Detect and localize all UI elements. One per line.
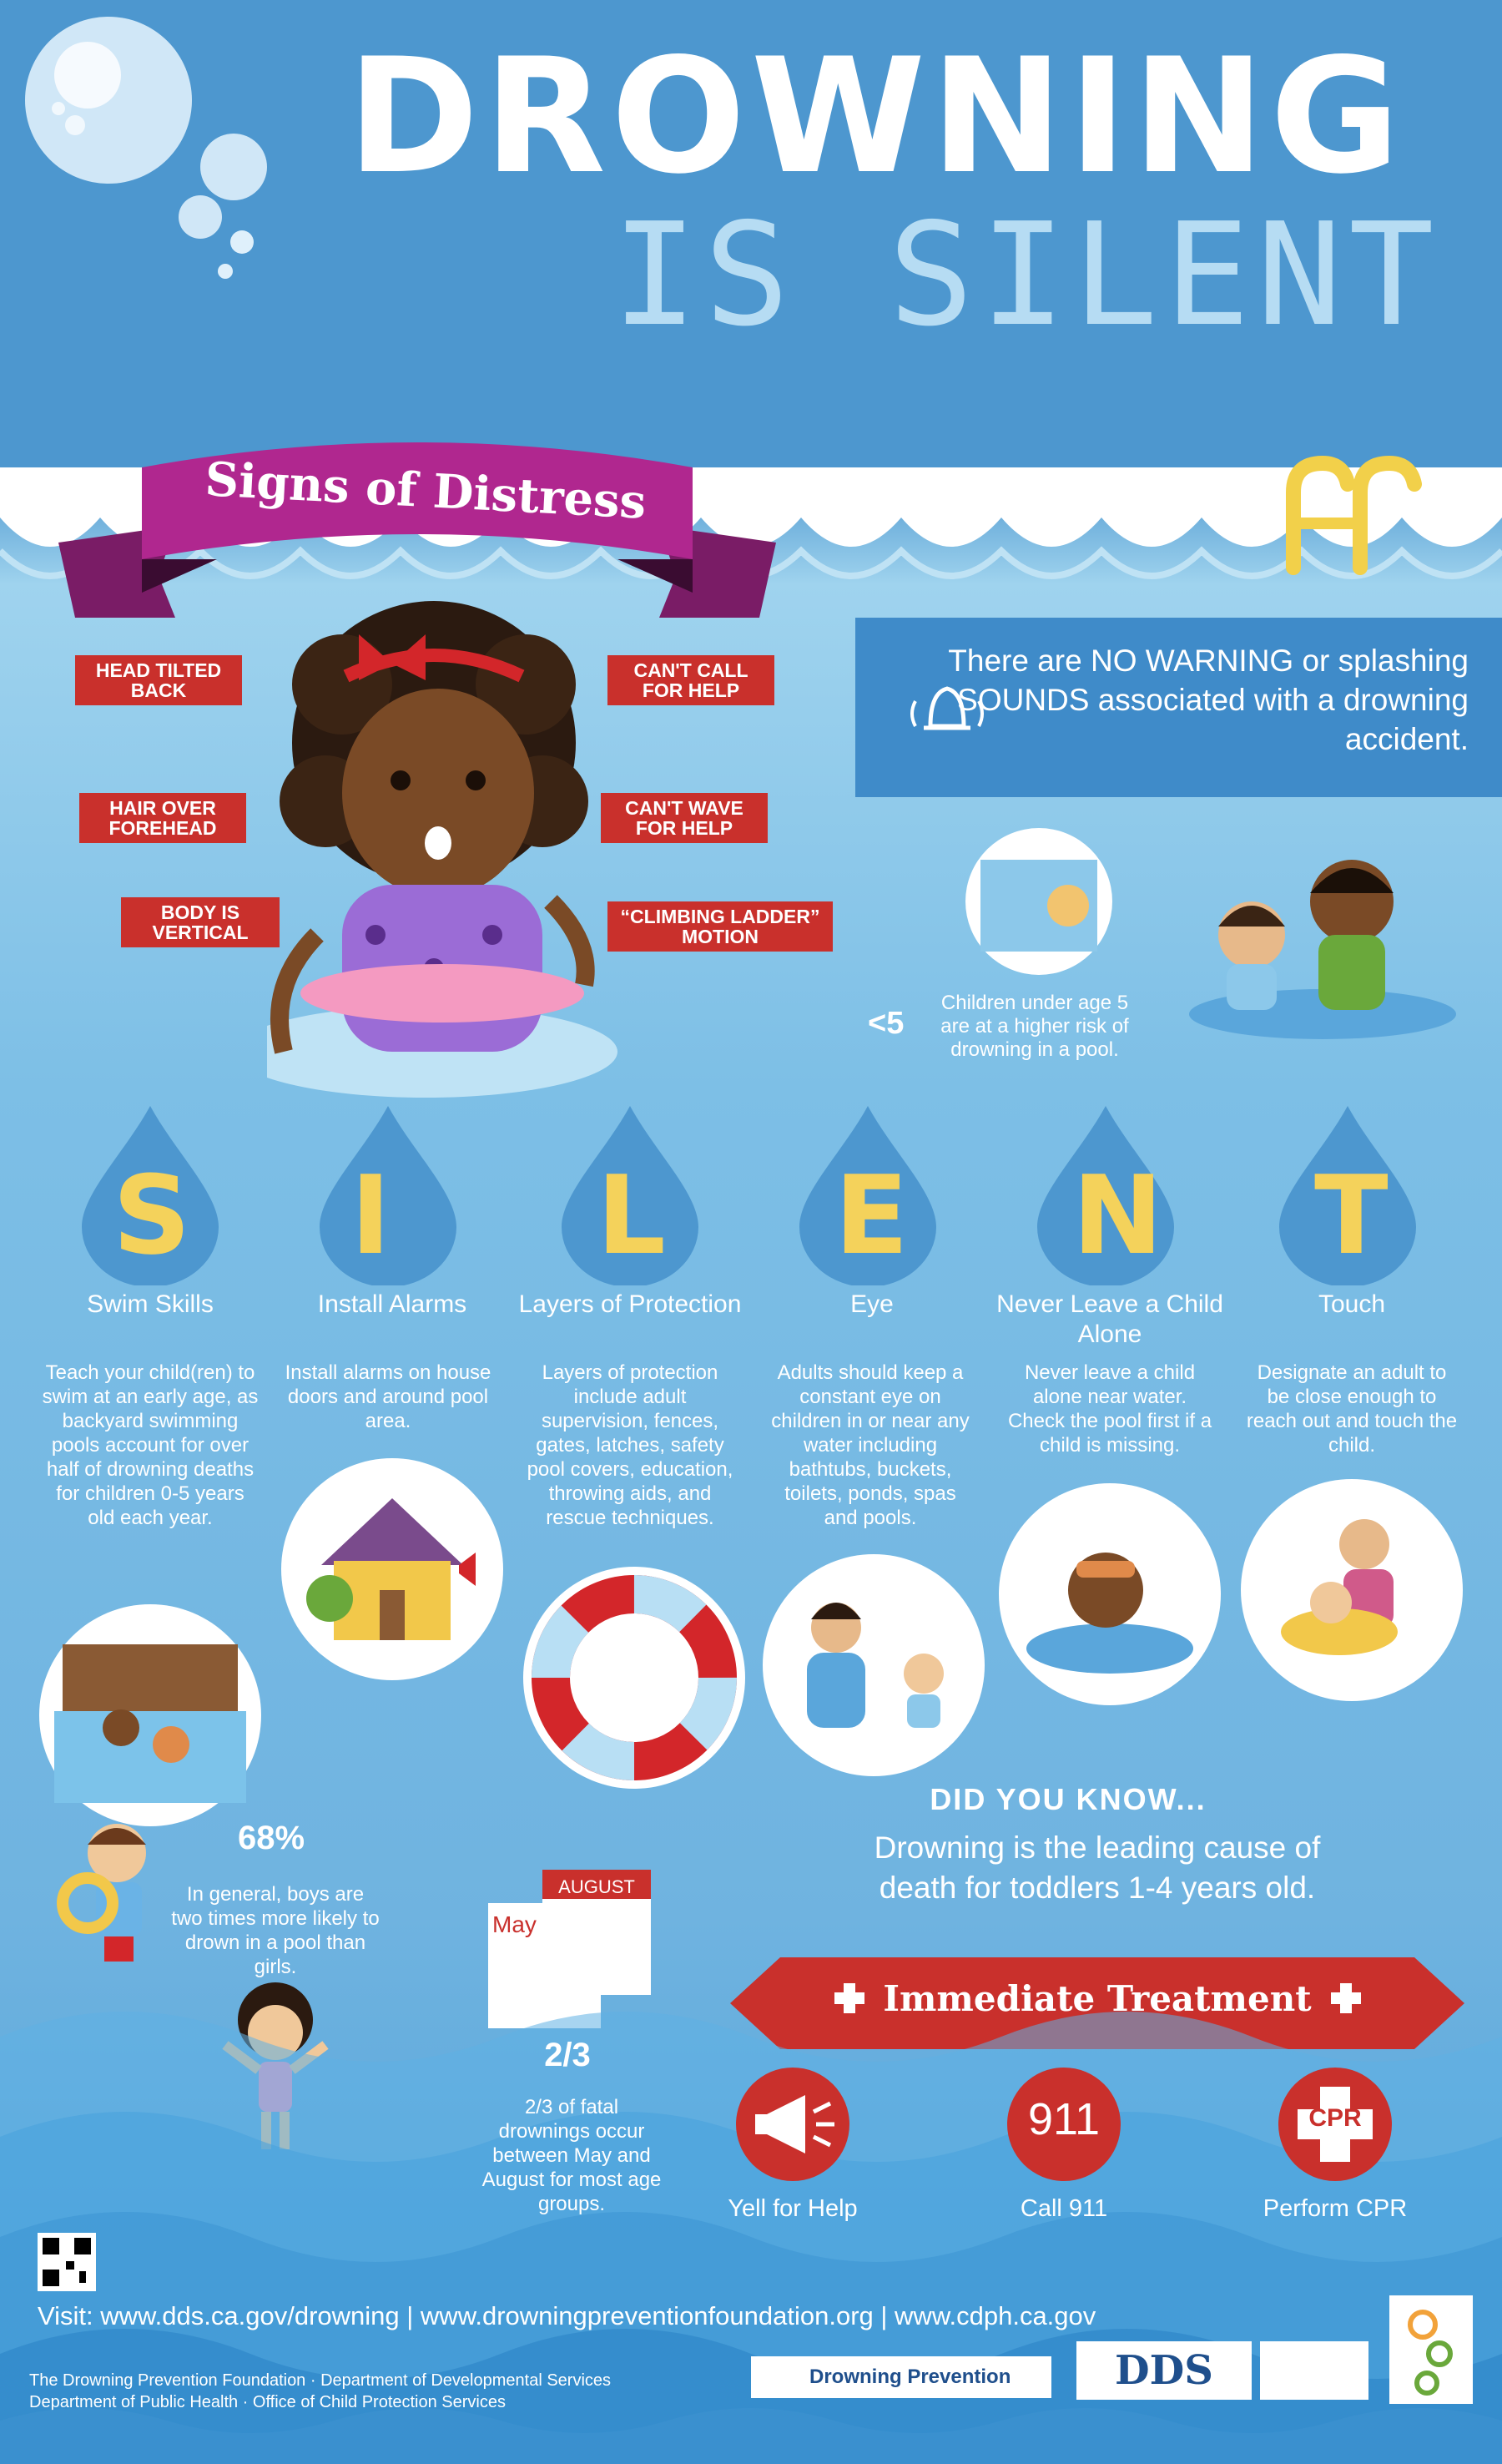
tag-body-vertical: BODY IS VERTICAL [121, 897, 280, 947]
drop-s [82, 1106, 219, 1285]
tag-hair-over-forehead: HAIR OVER FOREHEAD [79, 793, 246, 843]
touch-body: Designate an adult to be close enough to… [1246, 1361, 1458, 1457]
logo-cdph [1260, 2341, 1368, 2400]
silent-drops [82, 1106, 1416, 1285]
tag-cant-wave: CAN'T WAVE FOR HELP [601, 793, 768, 843]
eye-title: Eye [850, 1290, 894, 1318]
tag-head-tilted: HEAD TILTED BACK [75, 655, 242, 705]
badge-cpr: CPR [1308, 2104, 1362, 2132]
treatment-banner [730, 1957, 1464, 2049]
swim-skills-title: Swim Skills [87, 1290, 214, 1318]
stat-23-value: 2/3 [544, 2037, 591, 2073]
layers-body: Layers of protection include adult super… [527, 1361, 733, 1529]
cpr-cross-icon [1278, 2068, 1392, 2181]
drop-letter-n: N [1072, 1152, 1163, 1279]
logo-drowning-prevention: Drowning Prevention [751, 2356, 1051, 2398]
install-alarms-title: Install Alarms [317, 1290, 467, 1318]
boy-swimmer-illustration [57, 1824, 146, 1962]
calendar-august: AUGUST [558, 1876, 635, 1897]
footer-line1: The Drowning Prevention Foundation · Dep… [29, 2371, 612, 2390]
drop-letter-t: T [1314, 1152, 1389, 1279]
did-you-know-heading: DID YOU KNOW... [930, 1782, 1207, 1816]
yell-for-help-label: Yell for Help [728, 2195, 858, 2222]
drop-letter-i: I [350, 1152, 391, 1279]
drop-i [320, 1106, 456, 1285]
logo-ocp [1389, 2295, 1473, 2404]
tag-climbing-ladder: “CLIMBING LADDER” MOTION [607, 901, 833, 952]
stat-68-value: 68% [237, 1820, 305, 1856]
signs-banner [58, 442, 776, 618]
call-911-label: Call 911 [1020, 2195, 1108, 2222]
drop-letter-s: S [113, 1152, 191, 1279]
treatment-banner-label: Immediate Treatment [883, 1978, 1312, 2019]
phone-911-icon [1007, 2068, 1121, 2181]
drop-letter-e: E [834, 1152, 909, 1279]
tag-cant-call: CAN'T CALL FOR HELP [607, 655, 774, 705]
drop-t [1279, 1106, 1416, 1285]
pool-ladder-icon [1286, 455, 1422, 575]
under5-text: Children under age 5 are at a higher ris… [940, 992, 1129, 1061]
drop-e [799, 1106, 936, 1285]
under5-symbol: <5 [868, 1006, 905, 1041]
megaphone-icon [736, 2068, 849, 2181]
touch-title: Touch [1318, 1290, 1386, 1318]
perform-cpr-label: Perform CPR [1263, 2195, 1408, 2222]
drop-n [1037, 1106, 1174, 1285]
house-alarm-circle [281, 1458, 503, 1680]
badge-911: 911 [1027, 2094, 1101, 2144]
never-leave-title: Never Leave a Child Alone [996, 1290, 1223, 1348]
bottom-wave [0, 2408, 1502, 2464]
parent-child-swim-illustration [1189, 860, 1456, 1039]
calendar-may: May [492, 1911, 537, 1937]
visit-links[interactable]: Visit: www.dds.ca.gov/drowning | www.dro… [38, 2301, 1096, 2330]
title-line1: DROWNING [347, 24, 1405, 209]
calendar-icon [488, 1870, 651, 2028]
install-alarms-body: Install alarms on house doors and around… [285, 1361, 491, 1432]
stat-23-text: 2/3 of fatal drownings occur between May… [481, 2096, 662, 2215]
stat-68-text: In general, boys are two times more like… [171, 1883, 380, 1978]
no-warning-box: There are NO WARNING or splashing SOUNDS… [855, 618, 1502, 797]
bell-icon [910, 686, 984, 730]
layers-title: Layers of Protection [518, 1290, 742, 1318]
watching-adult-circle [763, 1554, 985, 1776]
pool-child-circle [965, 828, 1112, 975]
title-line2: IS SILENT [612, 193, 1441, 358]
distressed-girl-illustration [267, 601, 617, 1098]
child-in-water-circle [999, 1483, 1221, 1705]
bubbles-icon [25, 17, 267, 279]
swim-skills-body: Teach your child(ren) to swim at an earl… [42, 1361, 259, 1529]
did-you-know-body: Drowning is the leading cause of death f… [874, 1830, 1321, 1905]
qr-code-icon [38, 2233, 96, 2291]
adult-touching-child-circle [1241, 1479, 1463, 1701]
fenced-pool-circle [39, 1604, 261, 1826]
no-warning-text: There are NO WARNING or splashing SOUNDS… [948, 644, 1469, 756]
never-leave-body: Never leave a child alone near water. Ch… [1007, 1361, 1212, 1457]
footer-line2: Department of Public Health · Office of … [29, 2393, 506, 2411]
eye-body: Adults should keep a constant eye on chi… [771, 1361, 970, 1529]
drop-letter-l: L [597, 1152, 666, 1279]
drop-l [562, 1106, 698, 1285]
life-ring-circle [523, 1567, 745, 1789]
logo-dds: DDS [1076, 2341, 1252, 2400]
